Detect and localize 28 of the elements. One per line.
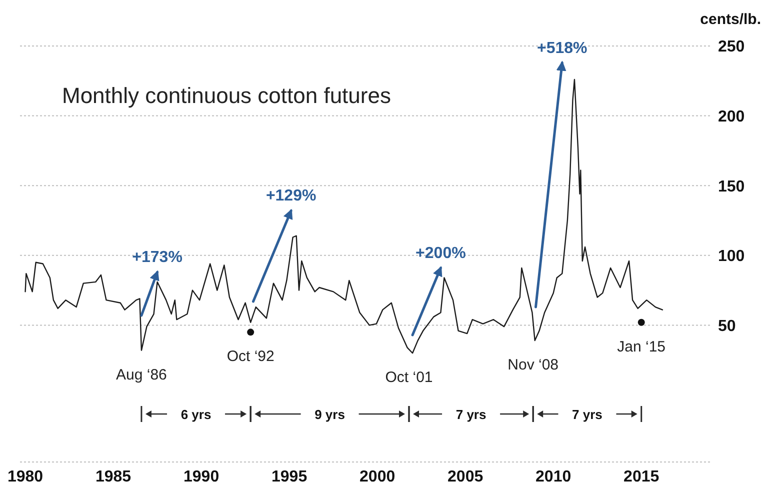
x-tick-label: 2000 <box>360 468 396 485</box>
y-tick-label: 150 <box>718 178 745 196</box>
series-label: +129% <box>266 188 316 205</box>
text: Monthly continuous cotton futures <box>62 83 391 108</box>
y-tick-label: 50 <box>718 318 736 335</box>
y-axis-title: cents/lb. <box>700 11 761 28</box>
annotation: Aug ‘86 <box>116 366 167 384</box>
annotation: Jan ‘15 <box>617 338 666 356</box>
series-label: +200% <box>416 244 466 262</box>
annotation: 7 yrs <box>572 407 602 422</box>
x-tick-label: 1995 <box>272 468 308 485</box>
x-tick-label: 2005 <box>448 468 484 485</box>
x-tick-label: 1990 <box>184 468 220 485</box>
x-tick-label: 1985 <box>95 468 132 485</box>
annotation: 9 yrs <box>314 407 345 422</box>
y-tick-label: 250 <box>718 38 745 56</box>
annotation: 7 yrs <box>456 407 486 422</box>
annotation: 6 yrs <box>180 407 212 422</box>
annotation: Oct ‘92 <box>226 348 274 366</box>
series-label: +518% <box>537 40 588 57</box>
x-tick-label: 2015 <box>624 468 660 485</box>
y-tick-label: 200 <box>718 108 745 126</box>
series-label: +173% <box>132 249 182 266</box>
x-tick-label: 1980 <box>7 468 44 485</box>
annotation: Oct ‘01 <box>385 369 433 386</box>
y-tick-label: 100 <box>718 248 745 266</box>
x-tick-label: 2010 <box>536 468 572 485</box>
annotation: Nov ‘08 <box>508 356 559 374</box>
